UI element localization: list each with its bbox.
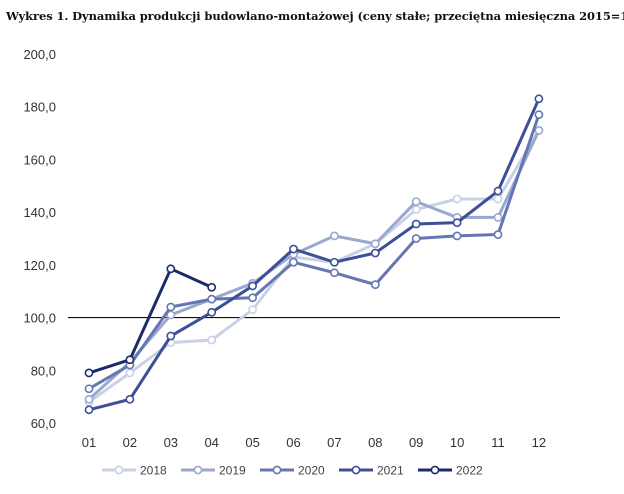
x-tick-label: 01 bbox=[82, 435, 96, 450]
data-point bbox=[370, 248, 380, 258]
data-point bbox=[84, 405, 94, 415]
x-tick-label: 12 bbox=[532, 435, 546, 450]
data-point bbox=[329, 257, 339, 267]
y-tick-label: 140,0 bbox=[23, 205, 56, 220]
legend-item-2019: 2019 bbox=[181, 464, 246, 478]
data-point bbox=[166, 264, 176, 274]
data-point bbox=[207, 335, 217, 345]
data-point bbox=[452, 218, 462, 228]
x-tick-label: 02 bbox=[123, 435, 137, 450]
x-tick-label: 07 bbox=[327, 435, 341, 450]
y-tick-label: 60,0 bbox=[31, 416, 56, 431]
data-point bbox=[248, 281, 257, 291]
series-line-2021 bbox=[87, 97, 541, 412]
legend-label: 2022 bbox=[456, 464, 483, 478]
series-line-2020 bbox=[87, 113, 541, 391]
legend-swatch-marker bbox=[351, 465, 361, 475]
legend-label: 2020 bbox=[298, 464, 325, 478]
data-point bbox=[411, 219, 421, 229]
legend-item-2022: 2022 bbox=[418, 464, 483, 478]
data-point bbox=[370, 239, 380, 249]
x-tick-label: 09 bbox=[409, 435, 423, 450]
data-point bbox=[84, 384, 94, 394]
data-point bbox=[534, 94, 544, 104]
chart-title: Wykres 1. Dynamika produkcji budowlano-m… bbox=[6, 8, 624, 23]
x-tick-label: 06 bbox=[286, 435, 300, 450]
data-point bbox=[370, 280, 380, 290]
series-2020 bbox=[84, 110, 544, 394]
x-tick-label: 03 bbox=[164, 435, 178, 450]
data-point bbox=[534, 126, 544, 135]
data-point bbox=[125, 368, 135, 378]
x-tick-label: 11 bbox=[491, 435, 505, 450]
data-point bbox=[125, 394, 135, 404]
data-point bbox=[493, 213, 503, 222]
x-tick-label: 04 bbox=[204, 435, 218, 450]
data-point bbox=[289, 257, 298, 267]
y-tick-label: 180,0 bbox=[23, 100, 56, 115]
series-line-2022 bbox=[87, 267, 214, 375]
data-point bbox=[493, 194, 503, 204]
series-lines bbox=[84, 94, 544, 415]
data-point bbox=[166, 302, 176, 312]
data-point bbox=[329, 268, 339, 278]
data-point bbox=[411, 205, 421, 214]
legend-swatch-marker bbox=[272, 465, 282, 475]
y-tick-label: 120,0 bbox=[23, 258, 56, 273]
legend: 2018 2019 2020 2021 2022 bbox=[102, 464, 483, 478]
data-point bbox=[289, 244, 298, 254]
legend-label: 2019 bbox=[219, 464, 246, 478]
data-point bbox=[534, 110, 544, 120]
data-point bbox=[452, 194, 462, 204]
y-axis: 60,0 80,0 100,0 120,0 140,0 160,0 180,0 200,0 bbox=[23, 47, 56, 431]
y-tick-label: 80,0 bbox=[31, 363, 56, 378]
legend-label: 2021 bbox=[377, 464, 404, 478]
data-point bbox=[411, 197, 421, 206]
data-point bbox=[248, 293, 257, 303]
x-axis: 01 02 03 04 05 06 07 08 09 10 11 12 bbox=[82, 435, 546, 450]
data-point bbox=[493, 230, 503, 239]
data-point bbox=[207, 282, 217, 292]
x-tick-label: 10 bbox=[450, 435, 464, 450]
data-point bbox=[329, 231, 339, 241]
legend-item-2021: 2021 bbox=[339, 464, 404, 478]
legend-swatch-marker bbox=[430, 465, 440, 475]
data-point bbox=[248, 305, 257, 315]
data-point bbox=[207, 307, 217, 317]
data-point bbox=[411, 234, 421, 243]
legend-label: 2018 bbox=[140, 464, 167, 478]
y-tick-label: 160,0 bbox=[23, 152, 56, 167]
series-2021 bbox=[84, 94, 544, 415]
legend-item-2018: 2018 bbox=[102, 464, 167, 478]
data-point bbox=[207, 294, 217, 304]
series-2022 bbox=[84, 264, 217, 378]
legend-item-2020: 2020 bbox=[260, 464, 325, 478]
data-point bbox=[125, 355, 135, 365]
legend-swatch-marker bbox=[114, 465, 124, 475]
data-point bbox=[166, 331, 176, 341]
data-point bbox=[493, 186, 503, 196]
y-tick-label: 100,0 bbox=[23, 311, 56, 326]
x-tick-label: 05 bbox=[245, 435, 259, 450]
data-point bbox=[84, 368, 94, 378]
legend-swatch-marker bbox=[193, 465, 203, 475]
data-point bbox=[84, 394, 94, 404]
data-point bbox=[452, 231, 462, 241]
x-tick-label: 08 bbox=[368, 435, 382, 450]
y-tick-label: 200,0 bbox=[23, 47, 56, 62]
